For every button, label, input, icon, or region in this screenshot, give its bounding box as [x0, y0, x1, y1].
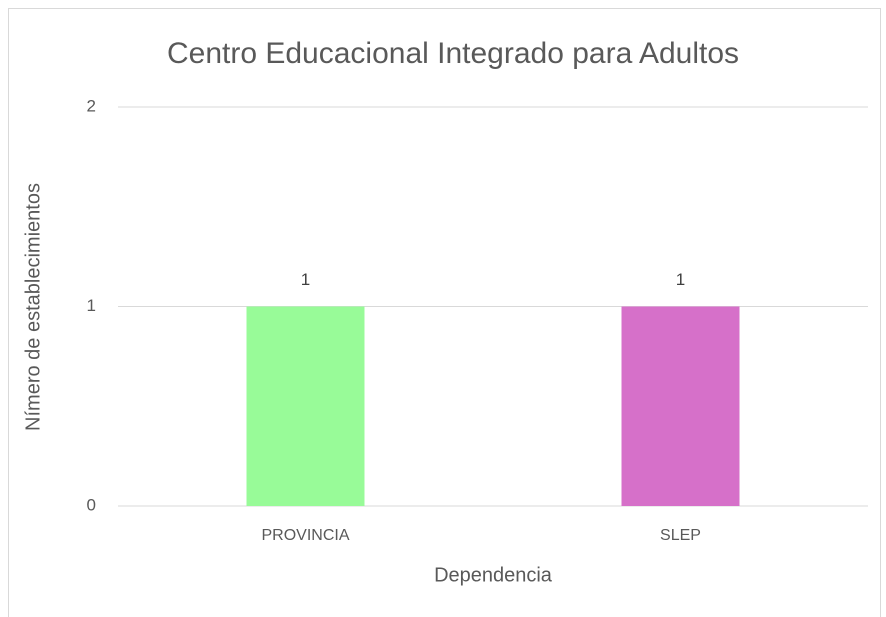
data-label: 1: [301, 270, 310, 289]
chart-border: [8, 8, 881, 617]
data-label: 1: [676, 270, 685, 289]
bar: [621, 306, 740, 506]
bar: [246, 306, 365, 506]
chart-title: Centro Educacional Integrado para Adulto…: [167, 37, 739, 70]
x-tick-label: PROVINCIA: [261, 527, 349, 544]
x-tick-label: SLEP: [660, 527, 701, 544]
x-axis-title: Dependencia: [434, 564, 553, 586]
y-tick-label: 1: [87, 296, 96, 315]
y-axis-title: Nímero de establecimientos: [22, 183, 44, 431]
y-tick-label: 0: [87, 495, 96, 514]
y-tick-label: 2: [87, 96, 96, 115]
